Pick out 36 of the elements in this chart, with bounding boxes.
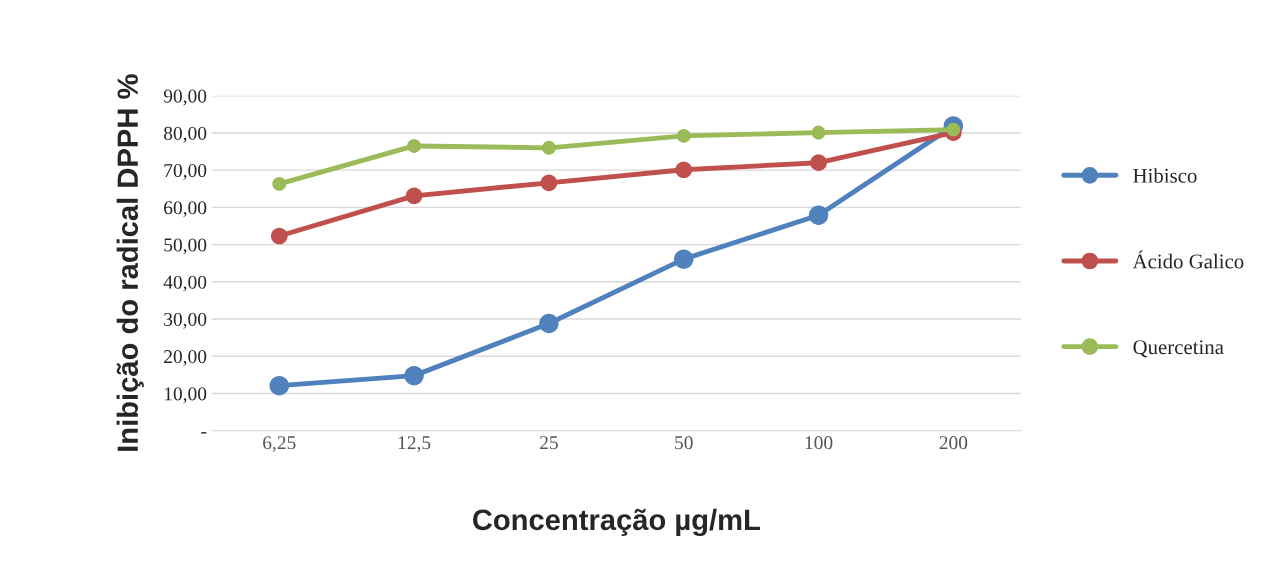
y-tick-label: 60,00 bbox=[164, 201, 207, 218]
y-tick-label: 20,00 bbox=[164, 350, 207, 366]
y-tick-label: 90,00 bbox=[163, 89, 207, 106]
x-tick-label: 100 bbox=[805, 436, 833, 450]
point bbox=[270, 227, 288, 245]
y-tick-label: 10,00 bbox=[164, 387, 207, 404]
y-tick-label: 30,00 bbox=[164, 312, 207, 329]
y-tick-label: - bbox=[201, 432, 207, 434]
y-axis-title: Inibição do radical DPPH % bbox=[116, 74, 144, 451]
point bbox=[810, 154, 827, 172]
point bbox=[272, 176, 287, 191]
point bbox=[540, 174, 558, 192]
point bbox=[675, 161, 693, 179]
point bbox=[674, 249, 694, 269]
x-tick-label: 200 bbox=[939, 436, 968, 450]
point bbox=[676, 128, 691, 143]
x-tick-label: 12,5 bbox=[398, 436, 431, 453]
x-tick-label: 25 bbox=[540, 436, 558, 450]
legend-label: Ácido Galico bbox=[1132, 250, 1244, 269]
point bbox=[811, 125, 826, 140]
x-tick-label: 6,25 bbox=[263, 436, 296, 453]
legend-label: Hibisco bbox=[1133, 168, 1197, 183]
y-tick-label: 70,00 bbox=[164, 163, 207, 180]
point bbox=[808, 205, 829, 225]
x-tick-label: 50 bbox=[675, 436, 693, 450]
point bbox=[404, 365, 424, 386]
point bbox=[539, 313, 559, 334]
y-tick-label: 40,00 bbox=[163, 275, 207, 292]
y-tick-label: 50,00 bbox=[164, 238, 207, 255]
point bbox=[407, 139, 422, 153]
point bbox=[405, 187, 423, 205]
y-tick-label: 80,00 bbox=[163, 126, 207, 143]
point bbox=[541, 140, 556, 155]
legend-label: Quercetina bbox=[1133, 340, 1224, 358]
x-axis-title: Concentração µg/mL bbox=[472, 508, 760, 537]
point bbox=[269, 375, 289, 396]
